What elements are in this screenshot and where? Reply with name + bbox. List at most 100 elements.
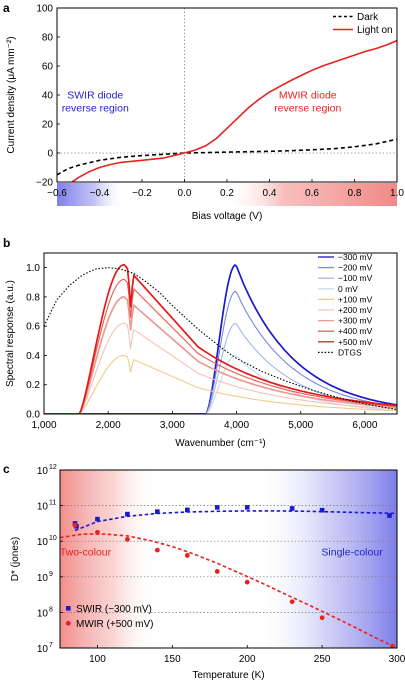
y-tick-exponent: 12 <box>49 464 57 471</box>
mwir-data-point <box>289 599 295 605</box>
y-tick-label: 1.0 <box>26 263 40 274</box>
legend-label: +500 mV <box>338 337 373 347</box>
y-tick-label: 40 <box>42 91 54 102</box>
annotation-line: reverse region <box>274 102 341 114</box>
spectrum-line-6 <box>44 296 397 414</box>
region-annotation: SWIR diode reverse region <box>62 89 129 114</box>
legend-label: SWIR (−300 mV) <box>76 604 152 615</box>
legend-c: SWIR (−300 mV) MWIR (+500 mV) <box>65 604 154 630</box>
fit-line-1 <box>59 533 398 649</box>
series-line-0 <box>57 138 397 176</box>
swir-data-point <box>289 506 295 511</box>
annotation-line: SWIR diode <box>67 89 123 101</box>
y-ticks-a: −20 0 20 40 60 80 100 <box>36 4 60 189</box>
log-gridlines <box>60 505 397 613</box>
y-tick-exponent: 7 <box>49 642 53 649</box>
plot-frame-b <box>43 252 398 415</box>
panel-letter-c: c <box>3 462 10 476</box>
x-tick-label: 0.4 <box>263 188 277 199</box>
legend-label: +100 mV <box>338 294 373 304</box>
y-tick-label: 100 <box>36 4 53 15</box>
plot-frame-c <box>59 469 398 649</box>
spectrum-line-5 <box>44 322 397 414</box>
y-tick-exponent: 10 <box>49 535 57 542</box>
swir-data-point <box>125 511 130 517</box>
x-tick-label: 1,000 <box>31 420 56 431</box>
mwir-data-point <box>95 529 100 535</box>
fit-line-0 <box>74 510 398 532</box>
panel-letter-a: a <box>3 1 10 15</box>
swir-data-point <box>155 509 160 514</box>
swir-data-point <box>244 505 250 510</box>
detectivity-points <box>72 505 395 649</box>
region-annotation: Two-colour <box>60 546 112 558</box>
y-tick-label: 0 <box>47 149 53 160</box>
iv-curves <box>57 39 397 182</box>
spectral-curves <box>44 263 397 414</box>
annotation-line: MWIR diode <box>279 89 337 101</box>
legend-a: Dark Light on <box>333 12 393 36</box>
x-tick-label: 4,000 <box>224 420 249 431</box>
spectrum-line-1 <box>44 290 397 414</box>
region-annotations-a: SWIR diode reverse region MWIR diode revers… <box>62 89 342 114</box>
x-tick-label: 0.6 <box>305 188 319 199</box>
mwir-data-point <box>390 643 395 649</box>
legend-label: +200 mV <box>338 305 373 315</box>
legend-label: +400 mV <box>338 326 373 336</box>
legend-label: −300 mV <box>338 252 373 262</box>
x-tick-label: 1.0 <box>390 188 404 199</box>
mwir-data-point <box>125 537 130 542</box>
spectrum-line-4 <box>44 354 397 414</box>
y-tick-label: 80 <box>42 33 54 44</box>
x-tick-label: 0.8 <box>348 188 362 199</box>
y-tick-exponent: 9 <box>49 571 53 578</box>
mwir-data-point <box>319 615 325 621</box>
mwir-data-point <box>72 522 78 528</box>
y-tick-label: 0.2 <box>26 380 40 391</box>
panel-b: b 1,000 2,000 3,000 4,000 5,000 6,000 0.00.20… <box>3 236 398 449</box>
legend-label: Light on <box>357 25 393 36</box>
x-tick-label: 300 <box>389 654 405 665</box>
legend-label: −200 mV <box>338 263 373 273</box>
x-tick-label: −0.4 <box>90 188 110 199</box>
swir-data-point <box>319 507 325 513</box>
mwir-data-point <box>154 547 160 553</box>
legend-b: −300 mV−200 mV−100 mV0 mV+100 mV+200 mV +… <box>318 252 373 357</box>
mwir-data-point <box>244 579 250 585</box>
region-annotation: Single-colour <box>321 546 383 558</box>
y-tick-base: 10 <box>37 466 49 477</box>
mwir-region-shade <box>222 183 397 206</box>
x-tick-label: 6,000 <box>352 420 377 431</box>
y-tick-label: 0.6 <box>26 322 40 333</box>
x-tick-label: 250 <box>314 654 331 665</box>
legend-label: 0 mV <box>338 284 358 294</box>
y-tick-base: 10 <box>37 537 49 548</box>
x-tick-label: 3,000 <box>160 420 185 431</box>
y-tick-exponent: 11 <box>49 500 56 507</box>
swir-data-point <box>214 505 220 510</box>
legend-marker <box>65 620 71 626</box>
panel-a: a −0.6 −0.4 −0.2 0.0 0.2 0.4 0.6 0.8 1.0 −20 0 20 4… <box>3 1 404 222</box>
y-tick-label: −20 <box>36 178 53 189</box>
region-annotations-c: Two-colour Single-colour <box>60 546 383 558</box>
x-axis-label-b: Wavenumber (cm⁻¹) <box>175 438 265 449</box>
x-tick-label: 5,000 <box>288 420 313 431</box>
swir-data-point <box>95 516 100 522</box>
x-tick-label: 2,000 <box>96 420 121 431</box>
y-axis-label-c: D* (jones) <box>10 537 21 581</box>
legend-marker <box>66 606 71 611</box>
legend-label: −100 mV <box>338 273 373 283</box>
x-tick-label: 100 <box>89 654 106 665</box>
x-ticks-a: −0.6 −0.4 −0.2 0.0 0.2 0.4 0.6 0.8 1.0 <box>47 179 404 199</box>
legend-label: MWIR (+500 mV) <box>76 619 154 630</box>
y-axis-label-a: Current density (μA mm⁻²) <box>6 36 17 153</box>
y-tick-label: 60 <box>42 62 54 73</box>
y-tick-label: 0.0 <box>26 410 40 421</box>
y-tick-base: 10 <box>37 502 49 513</box>
spectrum-line-8 <box>44 263 397 414</box>
y-tick-base: 10 <box>37 608 49 619</box>
y-tick-label: 0.8 <box>26 292 40 303</box>
